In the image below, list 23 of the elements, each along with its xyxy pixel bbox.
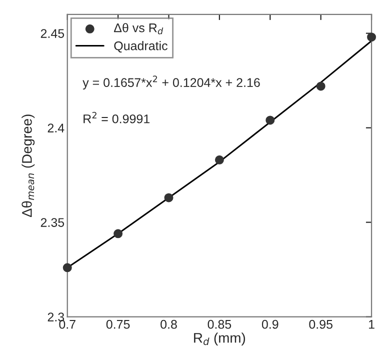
legend-label: Δθ vs R$_{d}$ [114, 23, 164, 34]
y-tick-label: 2.35 [40, 218, 64, 227]
point [62, 263, 72, 272]
y-tick-label: 2.45 [40, 29, 64, 38]
y-tick-label: 2.4 [48, 124, 64, 132]
point [316, 82, 326, 91]
x-tick-label: 0.9 [262, 320, 278, 329]
x-tick-label: 0.8 [160, 320, 177, 329]
x-tick-label: 0.85 [208, 320, 232, 329]
x-axis-title: R$_{d}$ (mm) [194, 332, 246, 346]
point [114, 229, 123, 238]
point [164, 193, 174, 202]
point [367, 32, 376, 42]
annotation: y = 0.1657*x$^{2}$ + 0.1204*x + 2.16 [82, 76, 260, 90]
x-tick-label: 1 [369, 320, 374, 329]
point [266, 116, 275, 125]
legend-label: Quadratic [114, 41, 168, 52]
y-axis-title: Δθ$_{mean}$ (Degree) [22, 114, 35, 218]
x-tick-label: 0.75 [106, 320, 130, 329]
y-tick-label: 2.3 [48, 312, 64, 322]
annotation: R$^{2}$ = 0.9991 [84, 112, 150, 124]
point [214, 155, 224, 164]
x-tick-label: 0.95 [309, 320, 332, 329]
